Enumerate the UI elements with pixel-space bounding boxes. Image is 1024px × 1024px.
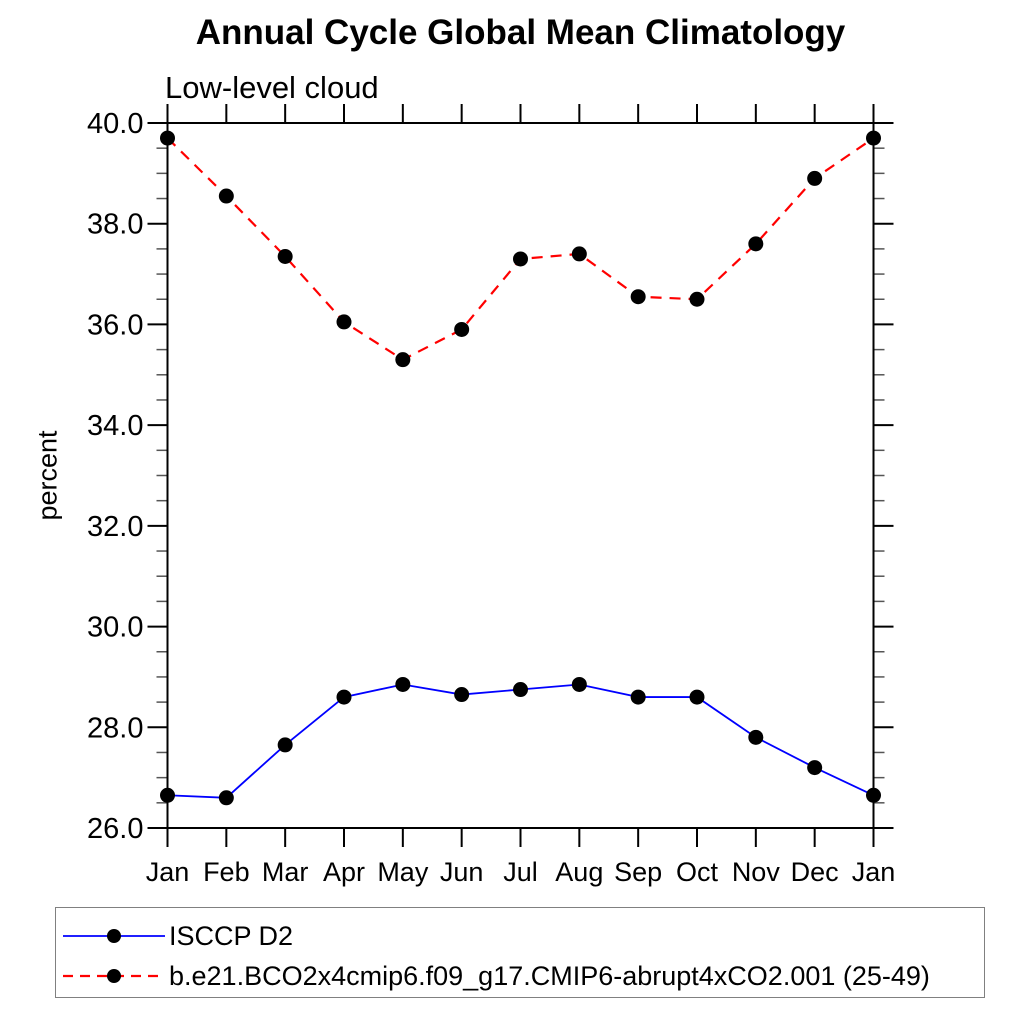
data-point-marker xyxy=(689,291,705,307)
x-tick-label: Aug xyxy=(555,857,603,887)
y-tick-label: 34.0 xyxy=(87,410,143,442)
data-point-marker xyxy=(630,689,646,705)
x-tick-label: Jul xyxy=(503,857,538,887)
plot-frame xyxy=(166,122,875,829)
legend-box: ISCCP D2 b.e21.BCO2x4cmip6.f09_g17.CMIP6… xyxy=(55,907,985,998)
x-tick-label: Jan xyxy=(852,857,896,887)
legend-label-isccp-d2: ISCCP D2 xyxy=(169,920,294,951)
legend-item-model-run: b.e21.BCO2x4cmip6.f09_g17.CMIP6-abrupt4x… xyxy=(61,961,930,991)
chart-subtitle: Low-level cloud xyxy=(165,70,379,105)
data-point-marker xyxy=(454,687,470,703)
y-tick-label: 38.0 xyxy=(87,209,143,241)
data-point-marker xyxy=(807,760,823,776)
x-tick-label: Jun xyxy=(440,857,484,887)
series-line-0 xyxy=(167,683,874,799)
data-point-marker xyxy=(513,251,528,267)
x-tick-label: Mar xyxy=(262,857,309,887)
legend-item-isccp-d2: ISCCP D2 xyxy=(61,921,293,951)
y-tick-label: 30.0 xyxy=(87,612,143,644)
data-point-marker xyxy=(218,188,234,204)
data-point-marker xyxy=(748,236,764,252)
legend-sample-dashed-red-line-icon xyxy=(63,969,165,983)
x-tick-label: Oct xyxy=(676,857,719,887)
x-tick-label: Nov xyxy=(732,857,781,887)
data-point-marker xyxy=(218,790,234,806)
x-tick-label: Jan xyxy=(146,857,190,887)
y-tick-label: 40.0 xyxy=(87,108,143,140)
data-point-marker xyxy=(571,246,587,262)
data-point-marker xyxy=(160,787,175,803)
y-tick-label: 32.0 xyxy=(87,511,143,543)
legend-sample-solid-blue-line-icon xyxy=(63,929,165,943)
data-point-marker xyxy=(395,352,411,368)
legend-label-model-run: b.e21.BCO2x4cmip6.f09_g17.CMIP6-abrupt4x… xyxy=(169,960,930,991)
data-point-marker xyxy=(866,130,881,146)
x-tick-label: Feb xyxy=(203,857,250,887)
data-point-marker xyxy=(689,689,705,705)
data-point-marker xyxy=(395,676,411,692)
data-point-marker xyxy=(866,787,881,803)
data-point-marker xyxy=(630,289,646,305)
data-point-marker xyxy=(807,170,823,186)
data-point-marker xyxy=(571,676,587,692)
y-tick-label: 28.0 xyxy=(87,712,143,744)
data-point-marker xyxy=(160,130,175,146)
series-line-1 xyxy=(166,137,875,361)
x-tick-label: Sep xyxy=(614,857,662,887)
data-point-marker xyxy=(336,314,352,330)
data-point-marker xyxy=(748,729,764,745)
data-point-marker xyxy=(454,321,470,337)
x-tick-label: Dec xyxy=(791,857,839,887)
y-tick-label: 26.0 xyxy=(87,813,143,845)
chart-title: Annual Cycle Global Mean Climatology xyxy=(195,13,846,52)
data-point-marker xyxy=(513,682,528,698)
data-point-marker xyxy=(277,737,293,753)
x-tick-label: Apr xyxy=(323,857,365,887)
y-tick-label: 36.0 xyxy=(87,309,143,341)
data-point-marker xyxy=(277,248,293,264)
x-tick-label: May xyxy=(377,857,429,887)
data-point-marker xyxy=(336,689,352,705)
